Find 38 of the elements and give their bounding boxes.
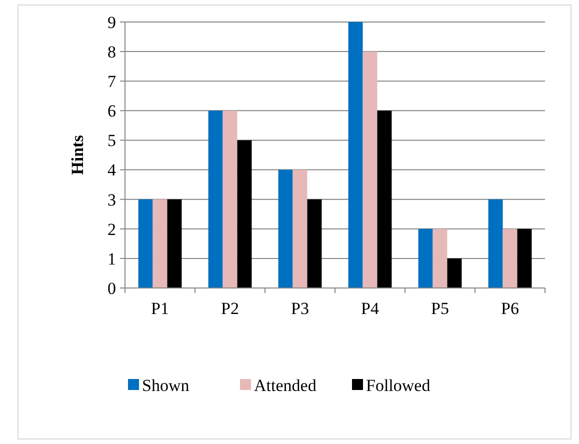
y-tick-label: 0 [108, 278, 116, 298]
x-tick-label: P3 [291, 299, 309, 318]
legend-label: Followed [366, 376, 431, 395]
legend-label: Shown [142, 376, 190, 395]
y-tick-label: 4 [108, 160, 116, 180]
bar [292, 170, 308, 288]
x-tick-label: P5 [431, 299, 449, 318]
legend-label: Attended [254, 376, 317, 395]
y-tick-label: 9 [108, 12, 116, 32]
y-axis-title: Hints [68, 134, 87, 175]
bar [348, 22, 363, 288]
bar [152, 199, 168, 288]
y-tick-label: 6 [108, 102, 116, 121]
y-tick-label: 1 [108, 249, 116, 268]
bar [418, 228, 433, 288]
y-tick-label: 7 [108, 72, 116, 92]
bar [208, 110, 223, 288]
bar [307, 199, 322, 288]
bar [517, 228, 532, 288]
x-tick-label: P1 [151, 299, 169, 318]
bar [138, 199, 153, 288]
bar [447, 258, 462, 288]
bar [362, 52, 378, 288]
bar [488, 199, 503, 288]
bar [222, 110, 238, 288]
x-tick-label: P6 [501, 299, 519, 318]
bar [278, 170, 293, 288]
bar [237, 140, 252, 288]
y-tick-label: 5 [108, 131, 116, 150]
x-tick-label: P2 [221, 299, 239, 318]
y-tick-label: 8 [108, 42, 116, 62]
x-tick-label: P4 [361, 299, 380, 318]
y-tick-label: 2 [108, 220, 116, 239]
bar [432, 228, 448, 288]
bar [502, 228, 518, 288]
y-tick-label: 3 [108, 190, 116, 210]
bar [377, 110, 392, 288]
bar [167, 199, 182, 288]
